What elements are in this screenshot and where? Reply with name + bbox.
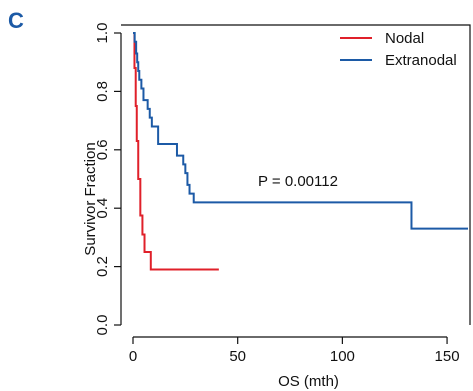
series-line-extranodal: [133, 32, 468, 230]
y-tick-label: 1.0: [94, 23, 111, 44]
legend: Nodal Extranodal: [340, 30, 457, 69]
y-axis-label: Survivor Fraction: [82, 142, 99, 255]
y-tick-label: 0.4: [94, 198, 111, 219]
legend-label-nodal: Nodal: [385, 30, 424, 47]
x-tick-label: 50: [229, 348, 246, 365]
p-value-annotation: P = 0.00112: [258, 173, 338, 190]
y-tick-label: 0.8: [94, 81, 111, 102]
plot-border: [121, 24, 471, 325]
x-tick-label: 100: [330, 348, 355, 365]
x-tick-label: 150: [435, 348, 460, 365]
x-axis-label: OS (mth): [278, 373, 339, 390]
axes: [120, 24, 471, 338]
series-layer: [133, 32, 468, 271]
x-tick-label: 0: [129, 348, 137, 365]
y-tick-label: 0.6: [94, 139, 111, 160]
panel-letter: C: [8, 8, 24, 33]
ticks: 0.0 0.2 0.4 0.6 0.8 1.0 0 50 100 150: [94, 23, 460, 365]
y-tick-label: 0.0: [94, 315, 111, 336]
series-line-nodal: [133, 32, 219, 271]
y-tick-label: 0.2: [94, 256, 111, 277]
legend-label-extranodal: Extranodal: [385, 52, 457, 69]
